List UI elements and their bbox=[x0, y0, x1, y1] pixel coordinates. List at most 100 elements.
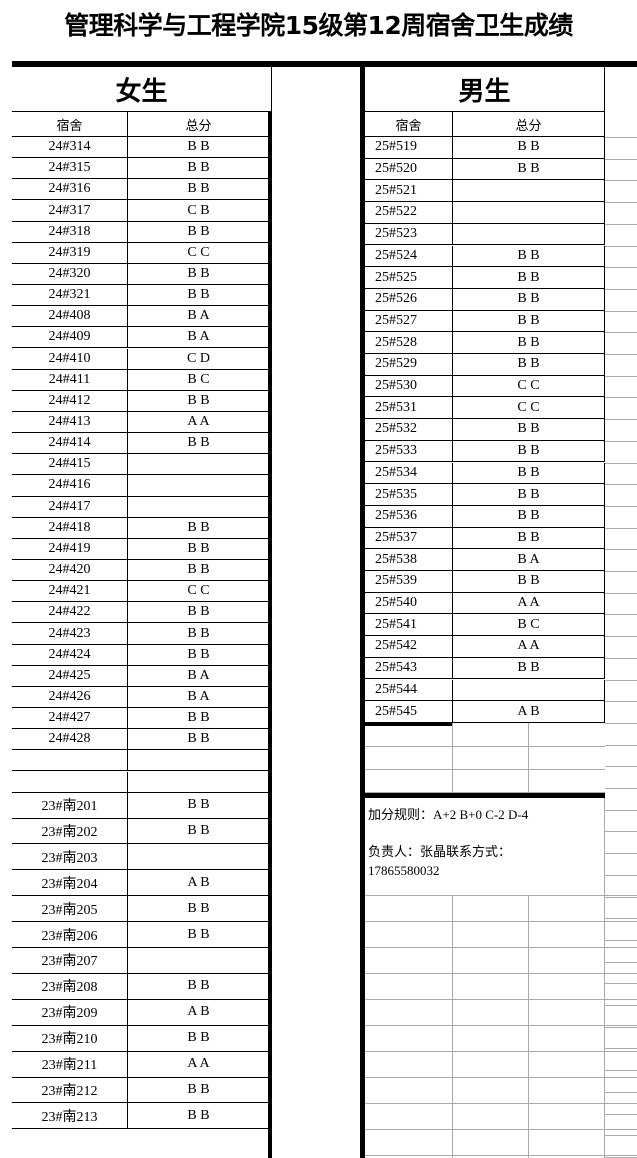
room-cell: 25#530 bbox=[365, 375, 453, 398]
score-cell: C C bbox=[128, 581, 270, 603]
score-cell: B B bbox=[128, 896, 270, 923]
grid-line bbox=[365, 921, 637, 922]
grid-line bbox=[605, 679, 637, 681]
room-cell: 25#522 bbox=[365, 202, 453, 224]
grid-line bbox=[365, 791, 605, 793]
score-cell bbox=[128, 948, 270, 974]
score-cell bbox=[453, 180, 605, 203]
room-cell: 24#315 bbox=[12, 158, 128, 180]
room-cell: 24#420 bbox=[12, 560, 128, 582]
divider bbox=[365, 793, 605, 798]
grid-line bbox=[605, 484, 637, 486]
room-cell: 23#南206 bbox=[12, 922, 128, 949]
grid-line bbox=[605, 657, 637, 659]
grid-line bbox=[365, 947, 637, 948]
room-cell: 24#319 bbox=[12, 242, 128, 264]
room-cell: 25#527 bbox=[365, 310, 453, 333]
grid-line bbox=[605, 245, 637, 247]
room-cell: 25#521 bbox=[365, 180, 453, 203]
room-cell: 24#425 bbox=[12, 665, 128, 687]
grid-line bbox=[365, 768, 605, 770]
grid-line bbox=[605, 961, 637, 963]
score-cell: B B bbox=[128, 644, 270, 666]
room-cell: 24#426 bbox=[12, 686, 128, 709]
male-left-border bbox=[360, 67, 365, 1158]
female-col-score: 总分 bbox=[128, 112, 270, 137]
room-cell: 23#南208 bbox=[12, 973, 128, 1000]
score-cell: B B bbox=[128, 263, 270, 286]
grid-line bbox=[365, 1051, 637, 1052]
room-cell: 23#南209 bbox=[12, 999, 128, 1026]
room-cell: 25#523 bbox=[365, 223, 453, 246]
grid-line bbox=[605, 918, 637, 920]
grid-line bbox=[605, 1026, 637, 1028]
score-cell bbox=[128, 844, 270, 871]
room-cell: 25#529 bbox=[365, 354, 453, 376]
contact-phone: 17865580032 bbox=[368, 863, 440, 878]
grid-line bbox=[605, 267, 637, 269]
room-cell: 23#南202 bbox=[12, 818, 128, 845]
notes: 加分规则：A+2 B+0 C-2 D-4 负责人：张晶联系方式： 1786558… bbox=[368, 806, 604, 880]
room-cell: 24#419 bbox=[12, 538, 128, 560]
room-cell: 25#541 bbox=[365, 614, 453, 637]
grid-line bbox=[605, 896, 637, 898]
room-cell: 24#412 bbox=[12, 390, 128, 412]
room-cell: 24#424 bbox=[12, 644, 128, 666]
grid-line bbox=[605, 310, 637, 312]
room-cell: 25#519 bbox=[365, 137, 453, 159]
score-cell: B B bbox=[128, 792, 270, 819]
room-cell: 24#321 bbox=[12, 285, 128, 307]
grid-line bbox=[605, 766, 637, 768]
score-cell: A B bbox=[128, 870, 270, 897]
divider bbox=[365, 722, 453, 726]
room-cell: 24#409 bbox=[12, 327, 128, 349]
grid-line bbox=[605, 1091, 637, 1093]
grid-line bbox=[605, 831, 637, 833]
grid-line bbox=[528, 895, 529, 1158]
grid-line bbox=[365, 999, 637, 1000]
grid-line bbox=[605, 1113, 637, 1115]
room-cell: 24#408 bbox=[12, 306, 128, 328]
grid-line bbox=[605, 592, 637, 594]
rule-label: 加分规则： bbox=[368, 808, 434, 823]
grid-line bbox=[605, 1135, 637, 1137]
score-cell: B A bbox=[128, 665, 270, 687]
room-cell: 25#545 bbox=[365, 701, 453, 723]
grid-line bbox=[605, 614, 637, 616]
grid-line bbox=[605, 397, 637, 399]
score-cell bbox=[128, 454, 270, 476]
grid-line bbox=[605, 505, 637, 507]
score-cell: B B bbox=[128, 623, 270, 645]
room-cell: 24#428 bbox=[12, 729, 128, 751]
room-cell: 24#414 bbox=[12, 433, 128, 455]
grid-line bbox=[605, 419, 637, 421]
room-cell: 24#423 bbox=[12, 623, 128, 645]
room-cell: 25#540 bbox=[365, 592, 453, 615]
room-cell: 24#415 bbox=[12, 454, 128, 476]
room-cell: 25#534 bbox=[365, 462, 453, 485]
score-cell: B B bbox=[128, 818, 270, 845]
score-cell: C C bbox=[453, 397, 605, 420]
grid-line bbox=[605, 180, 637, 182]
room-cell: 25#525 bbox=[365, 267, 453, 289]
female-heading: 女生 bbox=[12, 67, 272, 112]
score-cell: A A bbox=[128, 411, 270, 434]
room-cell: 24#416 bbox=[12, 475, 128, 497]
score-cell: B C bbox=[128, 369, 270, 391]
score-cell: B B bbox=[453, 527, 605, 550]
score-cell: C C bbox=[128, 242, 270, 264]
rule-text: A+2 B+0 C-2 D-4 bbox=[433, 807, 529, 822]
score-cell bbox=[128, 496, 270, 518]
score-cell: A B bbox=[453, 701, 605, 723]
room-cell: 25#533 bbox=[365, 440, 453, 463]
grid-line bbox=[365, 1103, 637, 1104]
top-border bbox=[12, 61, 637, 67]
score-cell: B B bbox=[453, 158, 605, 181]
room-cell: 23#南204 bbox=[12, 870, 128, 897]
room-cell: 23#南207 bbox=[12, 948, 128, 974]
room-cell: 24#320 bbox=[12, 263, 128, 286]
score-cell: B B bbox=[128, 158, 270, 180]
room-cell: 24#422 bbox=[12, 602, 128, 624]
score-cell: B B bbox=[453, 267, 605, 289]
score-cell: A A bbox=[453, 636, 605, 658]
